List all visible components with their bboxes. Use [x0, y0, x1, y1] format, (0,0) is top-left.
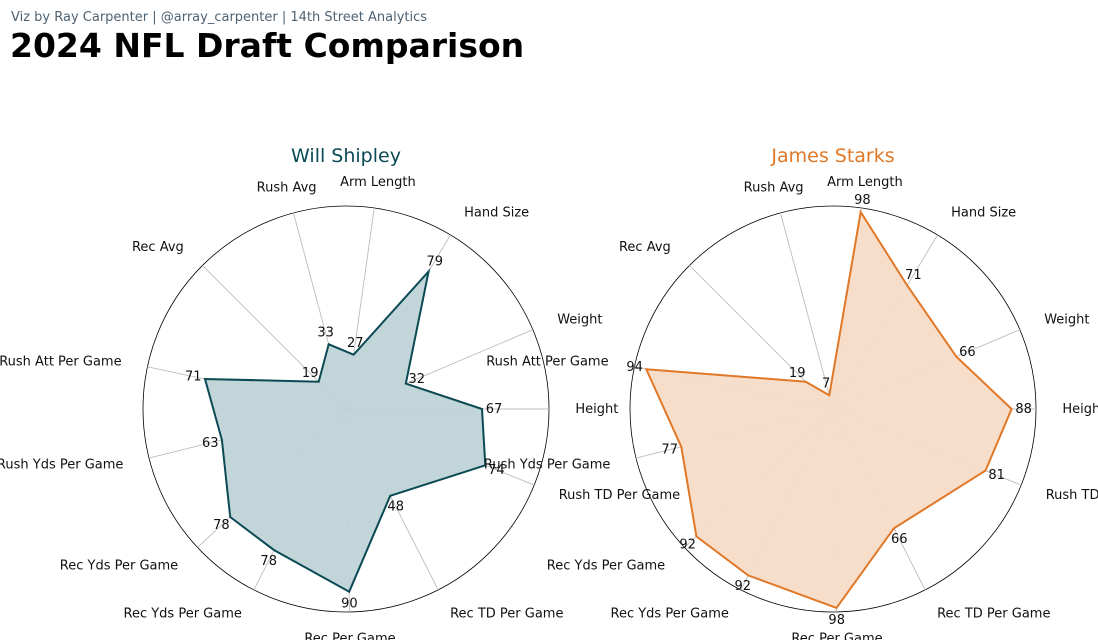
value-label: 81 — [988, 468, 1005, 483]
value-label: 79 — [427, 254, 444, 269]
value-label: 71 — [185, 370, 202, 385]
axis-label: Rec Per Game — [791, 631, 882, 640]
spoke-line — [780, 212, 834, 410]
value-label: 33 — [317, 326, 334, 341]
value-label: 7 — [822, 377, 830, 392]
value-label: 63 — [202, 436, 219, 451]
axis-label: Rush Att Per Game — [486, 354, 608, 369]
value-label: 66 — [891, 532, 908, 547]
radar-chart-1: Will Shipley Height Weight Hand Size Arm Len… — [0, 145, 680, 640]
axis-label: Rec Yds Per Game — [611, 606, 729, 621]
value-label: 67 — [486, 402, 503, 417]
axis-label: Rush Avg — [744, 180, 804, 195]
page-title: 2024 NFL Draft Comparison — [10, 26, 525, 65]
value-label: 32 — [409, 372, 426, 387]
value-label: 94 — [626, 360, 643, 375]
series-polygon — [203, 268, 487, 594]
value-label: 78 — [260, 554, 277, 569]
value-label: 90 — [341, 597, 358, 612]
axis-label: Rec Yds Per Game — [547, 558, 665, 573]
series-polygon — [644, 209, 1013, 610]
value-label: 92 — [679, 538, 696, 553]
chart-title: James Starks — [770, 145, 894, 167]
value-label: 27 — [347, 336, 364, 351]
axis-label: Weight — [557, 312, 602, 327]
chart-title: Will Shipley — [291, 145, 401, 167]
axis-label: Rec Avg — [132, 240, 184, 255]
credit-line: Viz by Ray Carpenter | @array_carpenter … — [11, 10, 428, 25]
axis-label: Rush Yds Per Game — [484, 458, 610, 473]
axis-label: Rush Avg — [257, 180, 317, 195]
axis-label: Rush Att Per Game — [0, 354, 122, 369]
axis-label: Hand Size — [951, 205, 1016, 220]
axis-label: Rec Yds Per Game — [60, 558, 178, 573]
value-label: 48 — [387, 500, 404, 515]
value-label: 92 — [735, 579, 752, 594]
axis-label: Weight — [1044, 312, 1089, 327]
axis-label: Rec Yds Per Game — [124, 606, 242, 621]
axis-label: Arm Length — [827, 175, 903, 190]
value-label: 88 — [1015, 402, 1032, 417]
axis-label: Rec Avg — [619, 240, 671, 255]
axis-label: Rec TD Per Game — [937, 606, 1050, 621]
value-label: 98 — [854, 193, 871, 208]
axis-label: Rush TD Per Game — [1046, 488, 1098, 503]
axis-label: Rec TD Per Game — [450, 606, 563, 621]
axis-label: Height — [575, 402, 618, 417]
value-label: 19 — [789, 366, 806, 381]
value-label: 19 — [302, 366, 319, 381]
axis-label: Rec Per Game — [304, 631, 395, 640]
value-label: 77 — [661, 443, 678, 458]
value-label: 71 — [905, 268, 922, 283]
axis-label: Arm Length — [340, 175, 416, 190]
axis-label: Height — [1062, 402, 1098, 417]
radar-chart-2: James Starks Height Weight Hand Size Arm Len… — [484, 145, 1098, 640]
value-label: 78 — [213, 518, 230, 533]
axis-label: Hand Size — [464, 205, 529, 220]
value-label: 66 — [959, 345, 976, 360]
value-label: 74 — [488, 463, 505, 478]
axis-label: Rush TD Per Game — [559, 488, 680, 503]
axis-label: Rush Yds Per Game — [0, 458, 123, 473]
value-label: 98 — [828, 613, 845, 628]
